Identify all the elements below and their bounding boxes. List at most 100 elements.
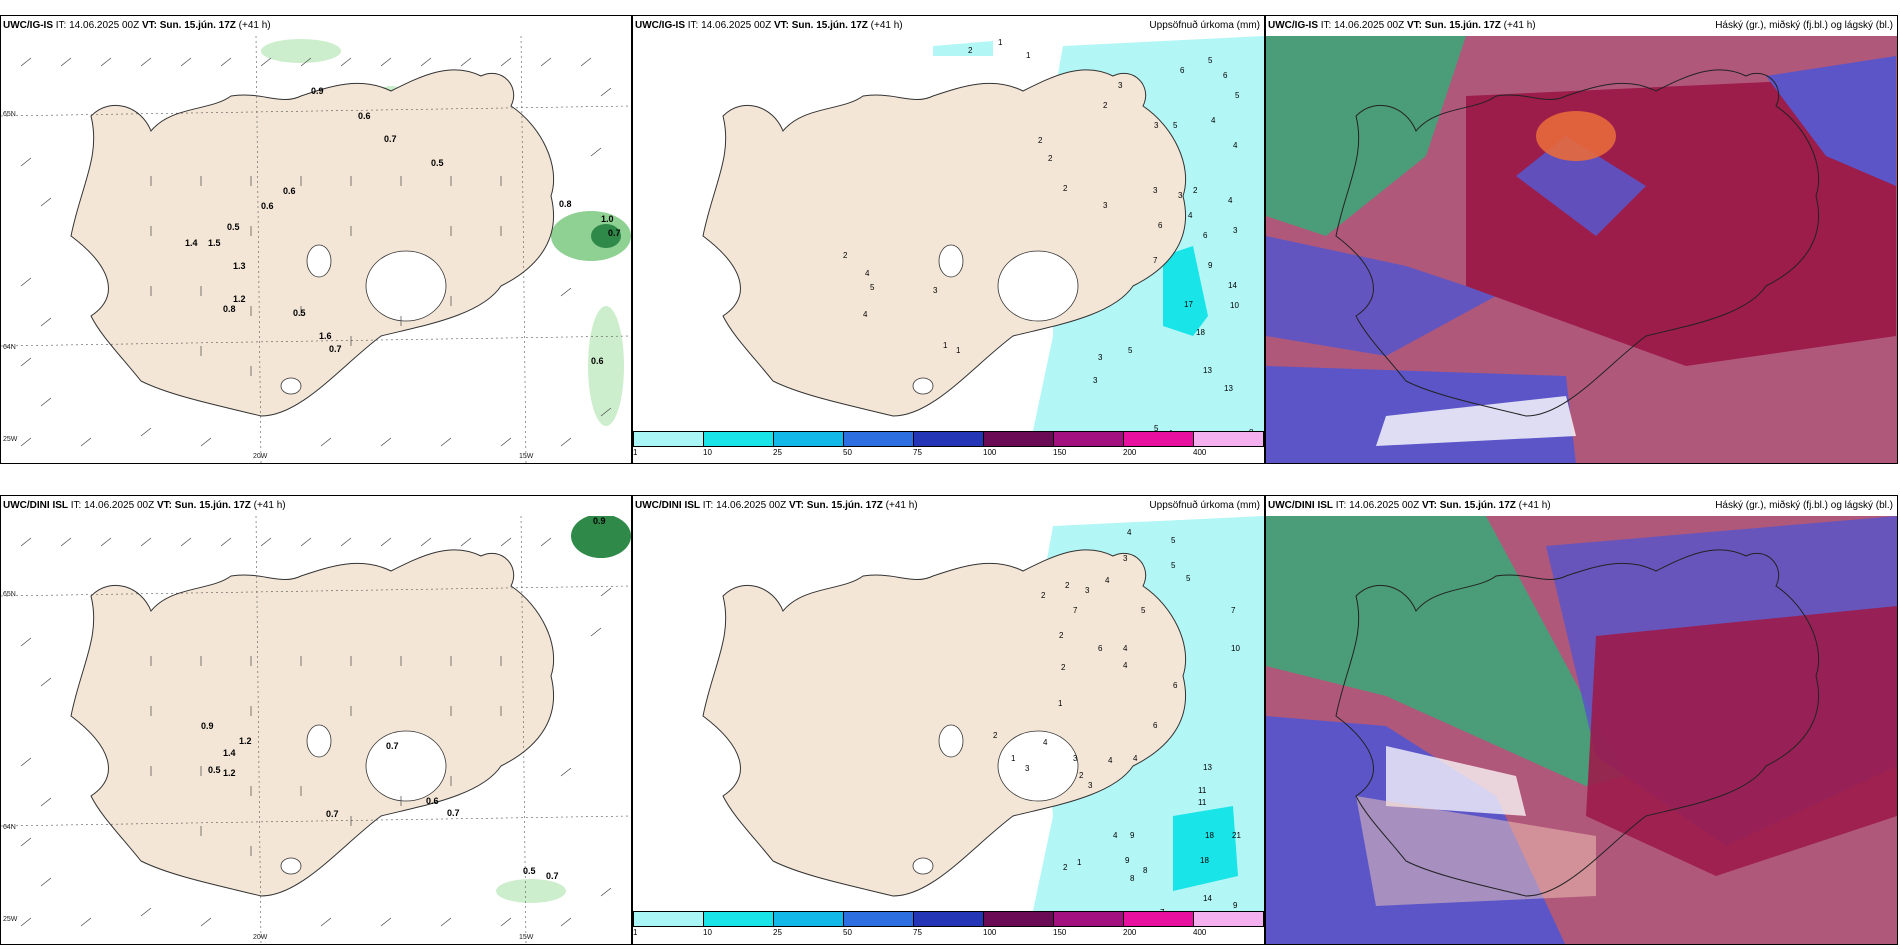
cloud-panel-row1: UWC/IG-IS IT: 14.06.2025 00Z VT: Sun. 15…	[1265, 15, 1898, 464]
precip-value: 18	[1196, 328, 1205, 337]
wind-value: 0.5	[208, 765, 221, 775]
precip-map	[633, 36, 1264, 431]
lat-label: 65N	[3, 591, 16, 598]
precip-value: 6	[1153, 721, 1158, 730]
wind-value: 1.2	[233, 294, 246, 304]
precip-value: 1	[1058, 699, 1063, 708]
wind-value: 0.7	[447, 808, 460, 818]
colorbar-tick: 75	[913, 448, 922, 457]
colorbar-tick: 1	[633, 928, 638, 937]
precip-value: 4	[1188, 211, 1193, 220]
colorbar-tick: 150	[1053, 928, 1067, 937]
colorbar-segment	[774, 432, 844, 446]
colorbar-tick: 100	[983, 928, 997, 937]
wind-value: 0.9	[311, 86, 324, 96]
precip-value: 2	[1041, 591, 1046, 600]
wind-value: 0.7	[386, 741, 399, 751]
wind-value: 0.7	[546, 871, 559, 881]
colorbar-tick: 400	[1193, 928, 1207, 937]
wind-value: 0.7	[326, 809, 339, 819]
colorbar-tick: 1	[633, 448, 638, 457]
precip-panel-row2: UWC/DINI ISL IT: 14.06.2025 00Z VT: Sun.…	[632, 495, 1265, 945]
wind-value: 1.4	[223, 748, 236, 758]
colorbar-segment	[914, 432, 984, 446]
precip-value: 5	[1235, 91, 1240, 100]
precip-value: 21	[1232, 831, 1241, 840]
precip-value: 1	[1026, 51, 1031, 60]
wind-value: 0.5	[431, 158, 444, 168]
wind-value: 0.5	[293, 308, 306, 318]
colorbar-tick: 100	[983, 448, 997, 457]
precip-value: 6	[1158, 221, 1163, 230]
precip-value: 6	[1180, 66, 1185, 75]
precip-value: 3	[1233, 226, 1238, 235]
precip-value: 11	[1198, 786, 1207, 795]
precip-value: 4	[1228, 196, 1233, 205]
precip-value: 18	[1205, 831, 1214, 840]
precip-value: 2	[968, 46, 973, 55]
precip-value: 11	[1198, 798, 1207, 807]
precip-value: 4	[1123, 644, 1128, 653]
colorbar-ticks: 1 10 25 50 75 100 150 200 400	[633, 928, 1264, 940]
colorbar-segment	[914, 912, 984, 926]
precip-value: 5	[1171, 536, 1176, 545]
precip-value: 13	[1224, 384, 1233, 393]
precip-value: 4	[865, 269, 870, 278]
colorbar-tick: 25	[773, 928, 782, 937]
lon-label: 20W	[253, 453, 268, 460]
colorbar-tick: 10	[703, 448, 712, 457]
precip-value: 1	[998, 38, 1003, 47]
panel-title: Uppsöfnuð úrkoma (mm)	[1149, 500, 1260, 511]
colorbar-segment	[1124, 912, 1194, 926]
precip-value: 13	[1203, 763, 1212, 772]
precip-value: 2	[1061, 663, 1066, 672]
colorbar-segment	[1194, 912, 1263, 926]
precip-value: 9	[1233, 901, 1238, 910]
wind-value: 1.3	[233, 261, 246, 271]
wind-value: 0.9	[201, 721, 214, 731]
precip-value: 6	[1098, 644, 1103, 653]
colorbar-tick: 200	[1123, 448, 1137, 457]
precip-value: 4	[1127, 528, 1132, 537]
precip-value: 2	[843, 251, 848, 260]
precip-value: 17	[1184, 300, 1193, 309]
lon-label: 15W	[519, 934, 534, 941]
panel-title: Háský (gr.), miðský (fj.bl.) og lágský (…	[1715, 500, 1893, 511]
panel-title: Uppsöfnuð úrkoma (mm)	[1149, 20, 1260, 31]
colorbar-tick: 50	[843, 928, 852, 937]
wind-value: 0.7	[329, 344, 342, 354]
precip-value: 3	[1093, 376, 1098, 385]
colorbar-tick: 150	[1053, 448, 1067, 457]
precip-value: 3	[1098, 353, 1103, 362]
panel-header: UWC/IG-IS IT: 14.06.2025 00Z VT: Sun. 15…	[635, 18, 1262, 34]
panel-header: UWC/IG-IS IT: 14.06.2025 00Z VT: Sun. 15…	[1268, 18, 1895, 34]
precip-value: 1	[1077, 858, 1082, 867]
precip-value: 6	[1223, 71, 1228, 80]
lat-label: 64N	[3, 344, 16, 351]
precip-value: 5	[870, 283, 875, 292]
precip-colorbar	[633, 431, 1264, 447]
wind-value: 0.6	[261, 201, 274, 211]
colorbar-segment	[1054, 432, 1124, 446]
wind-value: 0.6	[358, 111, 371, 121]
lon-label: 25W	[3, 916, 18, 923]
precip-value: 6	[1203, 231, 1208, 240]
colorbar-tick: 25	[773, 448, 782, 457]
precip-value: 3	[1123, 554, 1128, 563]
colorbar-segment	[634, 432, 704, 446]
cloud-panel-row2: UWC/DINI ISL IT: 14.06.2025 00Z VT: Sun.…	[1265, 495, 1898, 945]
precip-value: 3	[933, 286, 938, 295]
precip-value: 4	[1105, 576, 1110, 585]
iceland-land	[70, 69, 555, 417]
lon-label: 20W	[253, 934, 268, 941]
precip-value: 4	[863, 310, 868, 319]
precip-value: 4	[1123, 661, 1128, 670]
precip-value: 14	[1228, 281, 1237, 290]
colorbar-segment	[984, 432, 1054, 446]
wind-value: 0.7	[384, 134, 397, 144]
colorbar-tick: 400	[1193, 448, 1207, 457]
wind-panel-row1: UWC/IG-IS IT: 14.06.2025 00Z VT: Sun. 15…	[0, 15, 632, 464]
precip-value: 7	[1073, 606, 1078, 615]
precip-value: 2	[1059, 631, 1064, 640]
precip-value: 2	[1079, 771, 1084, 780]
